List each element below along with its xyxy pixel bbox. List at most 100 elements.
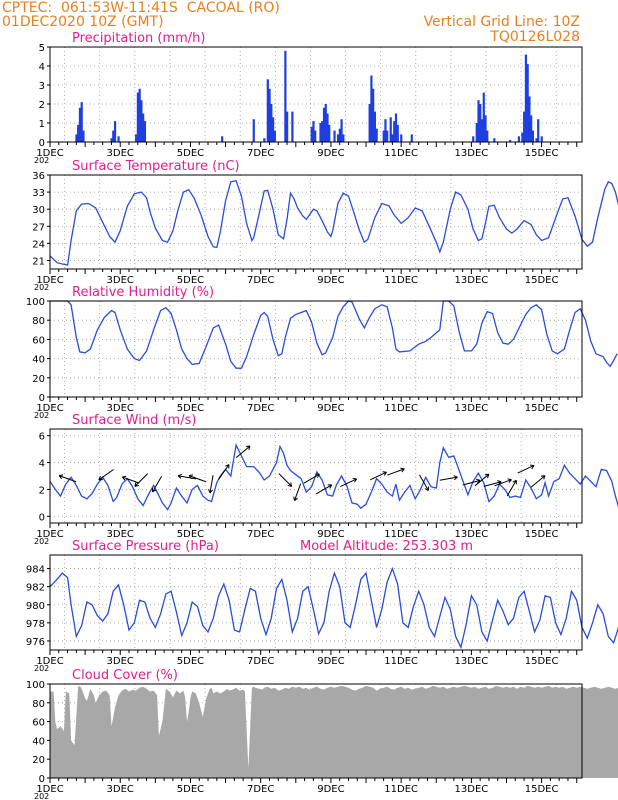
- wind-arrow: [369, 471, 387, 481]
- x-tick-label: 13DEC: [455, 403, 489, 414]
- y-tick-label: 100: [26, 680, 45, 691]
- x-tick-label: 1DEC: [36, 403, 63, 414]
- precip-bar: [480, 119, 484, 142]
- x-tick-label: 11DEC: [384, 275, 418, 286]
- x-tick-label: 7DEC: [247, 403, 274, 414]
- wind-arrow: [439, 476, 458, 481]
- wind-arrow: [294, 483, 302, 501]
- precip-bar: [138, 88, 141, 142]
- precip-bar: [117, 136, 120, 142]
- wind-arrow: [340, 478, 357, 487]
- wind-arrow-head: [512, 479, 517, 485]
- y-tick-label: 40: [32, 736, 45, 747]
- precip-bar: [324, 104, 327, 142]
- station-header: CPTEC: 061:53W-11:41S CACOAL (RO): [2, 0, 280, 16]
- precip-bar: [521, 132, 524, 142]
- wind-arrow-head: [453, 475, 458, 481]
- precip-bar: [389, 117, 392, 142]
- x-tick-label: 7DEC: [247, 784, 274, 795]
- precip-bar: [328, 124, 331, 142]
- precip-bar: [140, 100, 143, 142]
- precip-bar: [82, 130, 85, 142]
- x-tick-label: 15DEC: [525, 275, 559, 286]
- y-tick-label: 3: [39, 81, 45, 92]
- wind-arrow: [278, 473, 292, 487]
- wind-arrow-head: [540, 475, 546, 480]
- x-tick-label: 7DEC: [247, 148, 274, 159]
- x-tick-label: 13DEC: [455, 148, 489, 159]
- y-tick-label: 40: [32, 355, 45, 366]
- y-tick-label: 30: [32, 205, 45, 216]
- x-tick-label: 3DEC: [107, 529, 134, 540]
- wind-arrow: [218, 464, 230, 480]
- precip-bar: [333, 130, 336, 142]
- precip-bar: [336, 134, 340, 142]
- precip-bar: [319, 123, 322, 142]
- y-tick-label: 0: [39, 774, 45, 785]
- precip-bar: [266, 79, 269, 142]
- precip-bar: [113, 121, 117, 142]
- wind-arrow-head: [134, 482, 139, 487]
- x-tick-label: 7DEC: [247, 656, 274, 667]
- precip-bar: [475, 123, 478, 142]
- wind-arrow-head: [400, 467, 405, 473]
- y-tick-label: 27: [32, 222, 45, 233]
- precip-bar: [393, 121, 396, 142]
- date-header: 01DEC2020 10Z (GMT): [2, 14, 164, 30]
- precip-bar: [370, 75, 373, 142]
- wind-arrow: [134, 473, 149, 487]
- x-tick-label: 11DEC: [384, 403, 418, 414]
- x-tick-label: 15DEC: [525, 529, 559, 540]
- wind-arrow-head: [98, 475, 103, 481]
- precip-bar: [142, 113, 145, 142]
- x-tick-label: 1DEC: [36, 784, 63, 795]
- x-tick-label: 9DEC: [317, 784, 344, 795]
- precip-bar: [321, 121, 324, 142]
- precip-bar: [537, 119, 540, 142]
- x-tick-label: 13DEC: [455, 784, 489, 795]
- panel-title: Surface Temperature (nC): [72, 159, 240, 174]
- precip-bar: [372, 88, 375, 142]
- y-tick-label: 36: [32, 171, 45, 182]
- wind-arrow: [483, 481, 502, 487]
- wind-arrow-head: [293, 496, 298, 501]
- wind-arrow-head: [382, 471, 387, 476]
- precip-bar: [400, 134, 403, 142]
- y-tick-label: 0: [39, 512, 45, 523]
- y-tick-label: 4: [39, 62, 45, 73]
- wind-arrow: [58, 475, 77, 483]
- y-tick-label: 80: [32, 699, 45, 710]
- x-tick-label: 9DEC: [317, 529, 344, 540]
- wind-arrow-head: [121, 475, 127, 481]
- y-tick-label: 20: [32, 755, 45, 766]
- wind-arrow-head: [424, 486, 430, 491]
- wind-arrow-head: [287, 482, 293, 487]
- precip-bar: [268, 88, 271, 142]
- wind-arrow: [419, 474, 429, 491]
- panel-title: Relative Humidity (%): [72, 285, 214, 300]
- wind-arrow: [315, 484, 332, 495]
- x-tick-label: 15DEC: [525, 656, 559, 667]
- precip-bar: [523, 111, 526, 142]
- precip-bar: [484, 115, 487, 142]
- precip-bar: [312, 121, 315, 142]
- x-tick-label: 13DEC: [455, 529, 489, 540]
- precip-bar: [284, 50, 287, 142]
- x-tick-label: 7DEC: [247, 275, 274, 286]
- y-tick-label: 0: [39, 393, 45, 404]
- x-tick-label: 11DEC: [384, 148, 418, 159]
- precip-bar: [322, 107, 326, 142]
- y-tick-label: 21: [32, 256, 45, 267]
- precip-bar: [271, 117, 275, 142]
- precip-bar: [493, 138, 496, 142]
- panel-title: Surface Pressure (hPa): [72, 539, 219, 554]
- x-tick-label: 15DEC: [525, 784, 559, 795]
- wind-arrow: [506, 480, 517, 497]
- panel-frame: [49, 554, 583, 651]
- x-tick-label: 15DEC: [525, 403, 559, 414]
- precip-bar: [110, 138, 113, 142]
- x-tick-label: 11DEC: [384, 529, 418, 540]
- wind-arrow: [178, 475, 196, 480]
- wind-arrow-head: [352, 477, 358, 483]
- precip-bar: [482, 92, 485, 142]
